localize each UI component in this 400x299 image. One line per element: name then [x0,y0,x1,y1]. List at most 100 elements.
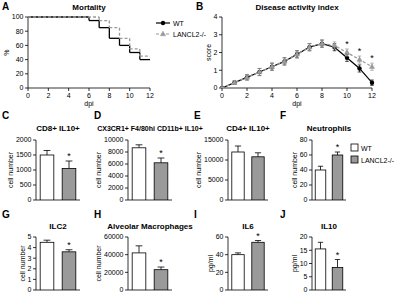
error-bar [245,75,249,80]
y-axis [28,17,29,88]
error-bar [235,146,241,152]
step-segment [109,27,119,28]
y-tick-label: 2 [28,265,32,272]
error-bar [333,42,337,49]
marker [269,64,274,69]
y-tick-label: 20 [16,70,24,77]
y-tick [125,164,128,165]
error-bar [308,44,312,51]
y-tick [309,155,312,156]
error-bar [44,151,51,156]
x-tick-label: 12 [146,92,154,99]
step-segment [109,38,119,39]
y-tick [125,140,128,141]
legend-label: WT [361,145,373,152]
error-bar [270,63,274,70]
x-tick [322,88,323,91]
bar [40,155,54,200]
plot-area [232,146,264,200]
step-riser [109,21,110,28]
x-tick-label: 10 [343,92,351,99]
x-axis-label: dpi [292,100,302,108]
x-tick-label: 2 [46,92,50,99]
error-bar [136,246,143,253]
bar [132,253,146,290]
y-tick [125,176,128,177]
y-tick [219,34,222,35]
y-tick-label: 1500 [16,151,32,158]
y-tick-label: 40 [16,56,24,63]
annotation: * [159,148,163,158]
marker [244,75,249,80]
title: Neutrophils [307,124,352,133]
step-riser [99,21,100,28]
y-tick-label: 0 [120,196,124,203]
error-bar [136,145,143,148]
y-tick-label: 2000 [108,184,124,191]
legend-label: LANCL2-/- [361,157,395,164]
step-segment [99,20,109,21]
y-tick-label: 15 [300,247,308,254]
y-tick-label: 3 [28,255,32,262]
marker [369,64,374,69]
legend-swatch [351,156,358,163]
y-tick-label: 40000 [104,251,124,258]
y-tick [225,200,228,201]
y-tick [33,258,36,259]
y-tick-label: 5000 [208,176,224,183]
series-line [222,44,372,88]
annotation: * [370,53,374,63]
error-bar [283,58,287,65]
y-tick-label: 80 [300,136,308,143]
marker [282,59,287,64]
title: ILC2 [49,222,67,231]
y-tick-label: 20 [300,233,308,240]
y-tick [225,237,228,238]
x-tick [89,88,90,91]
x-tick-label: 6 [87,92,91,99]
y-tick [309,290,312,291]
x-tick-label: 2 [245,92,249,99]
marker [319,41,324,46]
y-tick-label: 0 [214,84,218,91]
x-tick-label: 12 [368,92,376,99]
step-riser [119,38,120,45]
y-tick [25,88,28,89]
y-tick [125,254,128,255]
y-axis [128,237,129,290]
step-riser [129,38,130,49]
step-segment [130,48,140,49]
y-tick-label: 0 [28,286,32,293]
y-tick [309,263,312,264]
y-tick [309,250,312,251]
legend-label: WT [173,20,185,27]
y-axis-label: cell number [195,151,202,188]
x-tick [372,88,373,91]
y-tick [25,17,28,18]
y-tick-label: 0 [220,196,224,203]
error-bar [158,158,165,163]
title: Disease activity index [255,3,339,12]
x-tick [68,88,69,91]
panel-letter: F [280,110,286,121]
plot-area [132,145,168,200]
error-bar [335,152,340,155]
step-riser [119,28,120,39]
y-tick [33,290,36,291]
marker [232,80,236,84]
y-tick [225,254,228,255]
y-tick-label: 2 [214,49,218,56]
y-tick [33,200,36,201]
annotation: * [159,257,163,267]
error-bar [258,68,262,75]
y-tick-label: 5 [28,233,32,240]
legend-label: LANCL2-/- [173,31,207,38]
x-tick [48,88,49,91]
y-tick-label: 1000 [16,166,32,173]
y-tick-label: 4 [214,13,218,20]
panel-letter: J [280,209,286,220]
bar [332,155,343,200]
y-tick-label: 60000 [104,233,124,240]
y-tick-label: 40 [300,166,308,173]
y-axis-label: cell number [7,151,14,188]
